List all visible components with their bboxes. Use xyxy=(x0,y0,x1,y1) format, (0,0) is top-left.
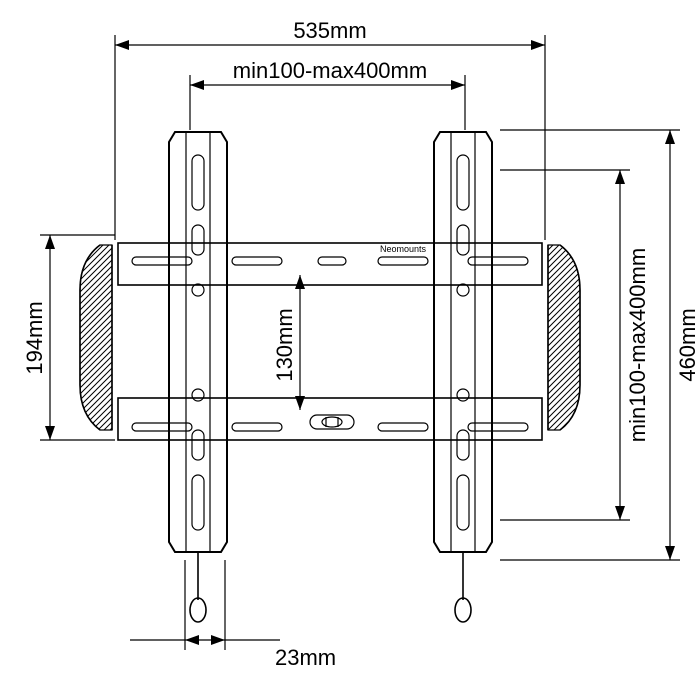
dim-vesa-h: min100-max400mm xyxy=(233,58,427,83)
vesa-arm-right xyxy=(434,132,492,622)
end-cap-left xyxy=(80,245,112,430)
dim-rail-spacing: 130mm xyxy=(272,308,297,381)
dimension-drawing: 535mm min100-max400mm 460mm min100-max40… xyxy=(0,0,700,700)
brand-label: Neomounts xyxy=(380,244,427,254)
dim-overall-width: 535mm xyxy=(293,18,366,43)
dim-side-height: 194mm xyxy=(22,301,47,374)
bracket-assembly: Neomounts xyxy=(80,132,580,622)
dim-overall-height: 460mm xyxy=(675,308,700,381)
wall-plate: Neomounts xyxy=(80,243,580,440)
end-cap-right xyxy=(548,245,580,430)
vesa-arm-left xyxy=(169,132,227,622)
dim-depth: 23mm xyxy=(275,645,336,670)
dim-vesa-v: min100-max400mm xyxy=(625,248,650,442)
